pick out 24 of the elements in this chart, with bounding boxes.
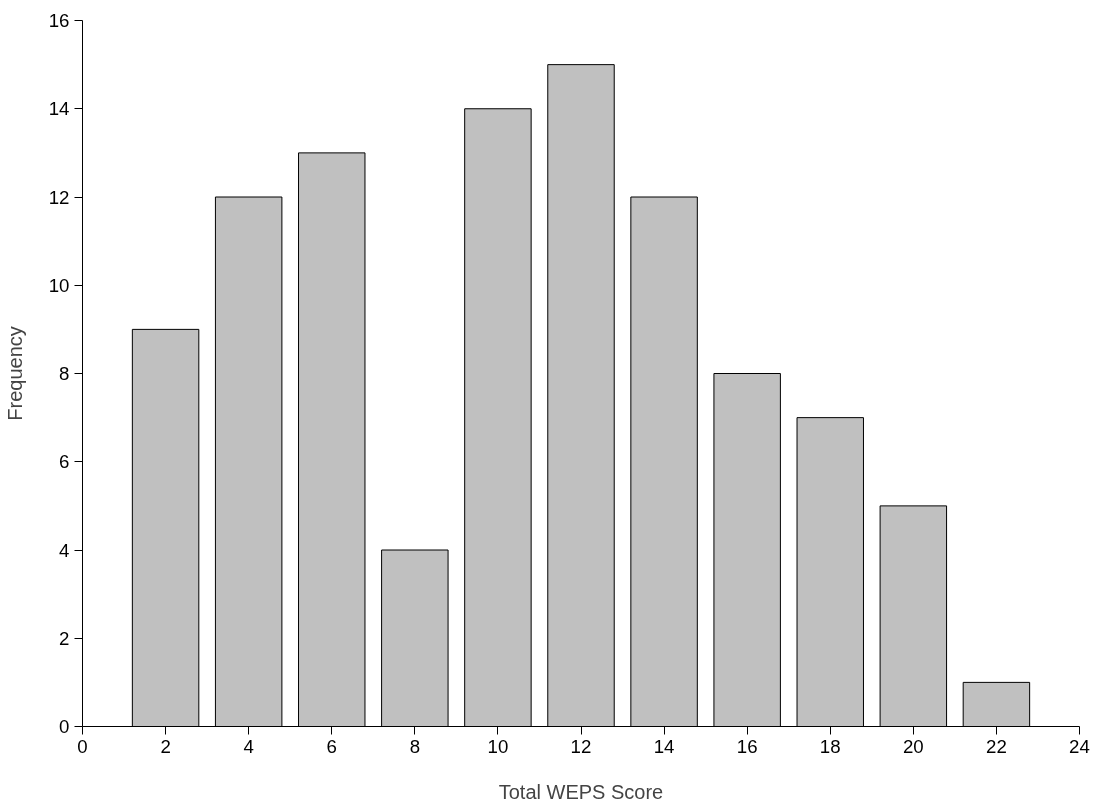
x-tick-label: 20	[902, 735, 924, 757]
x-tick-label: 14	[653, 735, 675, 757]
y-tick-label: 6	[59, 451, 70, 473]
y-tick-label: 14	[48, 98, 70, 120]
x-tick-label: 24	[1069, 735, 1090, 757]
x-axis-title: Total WEPS Score	[498, 780, 664, 803]
y-axis-title: Frequency	[3, 326, 26, 421]
x-tick-label: 10	[487, 735, 509, 757]
x-tick-label: 22	[986, 735, 1007, 757]
x-tick-label: 8	[409, 735, 421, 757]
y-tick-label: 10	[48, 274, 70, 296]
y-tick-label: 16	[48, 10, 70, 31]
y-tick-label: 8	[59, 363, 70, 384]
y-tick-label: 12	[48, 186, 70, 208]
x-tick-label: 4	[243, 735, 254, 757]
x-tick-label: 0	[77, 735, 88, 757]
y-tick-label: 2	[59, 627, 70, 649]
y-tick-label: 0	[59, 716, 70, 737]
x-tick-label: 6	[326, 735, 337, 757]
x-tick-label: 12	[570, 735, 592, 757]
y-tick-label: 4	[59, 539, 70, 561]
x-tick-label: 18	[819, 735, 841, 757]
x-tick-label: 2	[160, 735, 171, 757]
x-tick-label: 16	[736, 735, 758, 757]
